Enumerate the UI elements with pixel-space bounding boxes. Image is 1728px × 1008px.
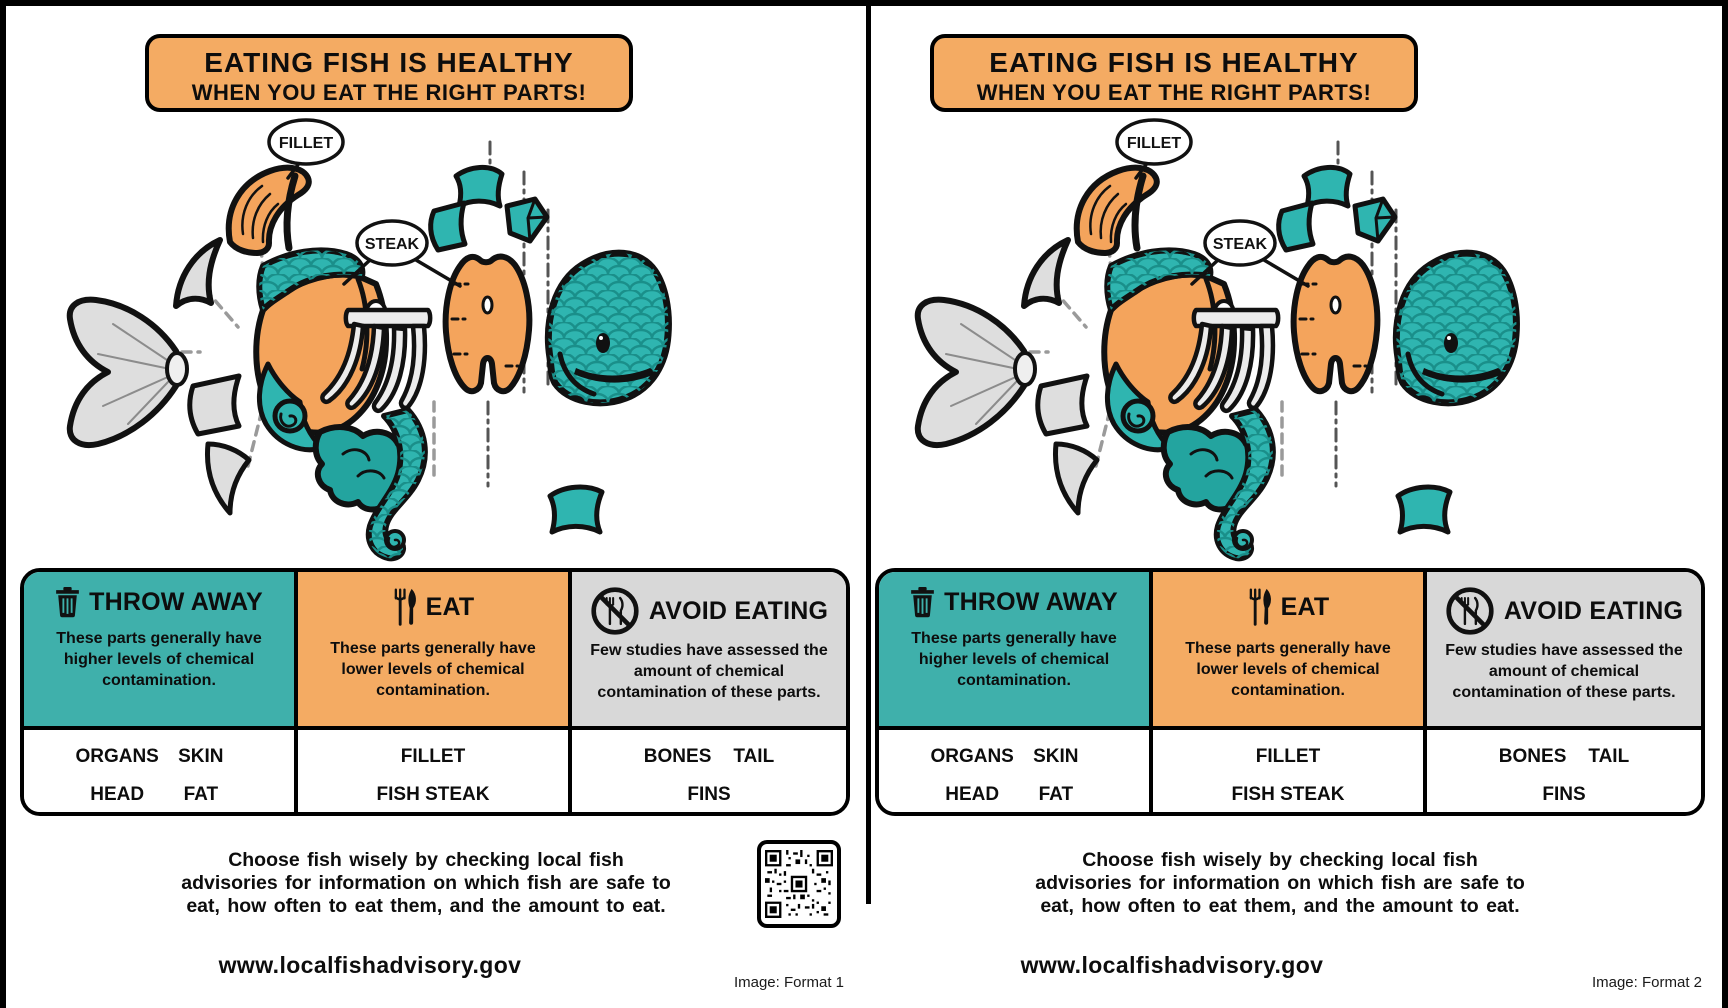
throw-away-parts-cell: ORGANS SKIN HEAD FAT: [24, 726, 298, 812]
advisory-url: www.localfishadvisory.gov: [1020, 952, 1324, 978]
poster-panel-format-2: EATING FISH IS HEALTHY WHEN YOU EAT THE …: [872, 6, 1722, 1008]
fish-exploded-diagram: [906, 114, 1566, 564]
part-label: FISH STEAK: [1231, 784, 1345, 805]
advisory-line: advisories for information on which fish…: [1035, 872, 1525, 894]
fish-parts-table: THROW AWAY These parts generally have hi…: [20, 568, 850, 816]
column-description: These parts generally have higher levels…: [911, 630, 1117, 689]
poster-title: EATING FISH IS HEALTHY: [989, 47, 1359, 78]
image-format-caption: Image: Format 1: [733, 974, 844, 991]
fork-knife-icon: [392, 586, 417, 628]
poster-title-banner: EATING FISH IS HEALTHY WHEN YOU EAT THE …: [145, 34, 633, 112]
eat-parts-cell: FILLET FISH STEAK: [298, 726, 572, 812]
avoid-parts-cell: BONES TAIL FINS: [572, 726, 846, 812]
avoid-eating-header-cell: AVOID EATING Few studies have assessed t…: [572, 572, 846, 726]
poster-title-banner: EATING FISH IS HEALTHY WHEN YOU EAT THE …: [930, 34, 1418, 112]
advisory-line: Choose fish wisely by checking local fis…: [228, 849, 624, 871]
avoid-parts-cell: BONES TAIL FINS: [1427, 726, 1701, 812]
column-title: EAT: [1280, 592, 1330, 621]
advisory-line: eat, how often to eat them, and the amou…: [186, 895, 666, 917]
poster-title: EATING FISH IS HEALTHY: [204, 47, 574, 78]
part-label: SKIN: [178, 746, 224, 767]
column-description: Few studies have assessed the amount of …: [1445, 642, 1683, 701]
poster-subtitle: WHEN YOU EAT THE RIGHT PARTS!: [191, 80, 587, 105]
column-title: EAT: [425, 592, 475, 621]
poster-panel-format-1: EATING FISH IS HEALTHY WHEN YOU EAT THE …: [6, 6, 866, 1008]
eat-parts-cell: FILLET FISH STEAK: [1153, 726, 1427, 812]
column-description: These parts generally have lower levels …: [1185, 640, 1391, 699]
part-label: BONES: [643, 746, 712, 767]
no-eating-icon: [590, 586, 640, 636]
advisory-text: Choose fish wisely by checking local fis…: [76, 849, 776, 918]
part-label: HEAD: [90, 784, 145, 805]
throw-away-parts-cell: ORGANS SKIN HEAD FAT: [879, 726, 1153, 812]
part-label: ORGANS: [930, 746, 1014, 767]
panel-divider: [866, 6, 871, 904]
trash-icon: [55, 586, 80, 618]
throw-away-header-cell: THROW AWAY These parts generally have hi…: [24, 572, 298, 726]
part-label: FAT: [1038, 784, 1074, 805]
advisory-line: eat, how often to eat them, and the amou…: [1040, 895, 1520, 917]
fish-exploded-diagram: [58, 114, 718, 564]
part-label: FAT: [183, 784, 219, 805]
fork-knife-icon: [1247, 586, 1272, 628]
column-title: THROW AWAY: [944, 587, 1118, 616]
avoid-eating-header-cell: AVOID EATING Few studies have assessed t…: [1427, 572, 1701, 726]
advisory-line: advisories for information on which fish…: [181, 872, 671, 894]
part-label: BONES: [1498, 746, 1567, 767]
part-label: FINS: [1542, 784, 1586, 805]
trash-icon: [910, 586, 935, 618]
part-label: FILLET: [1255, 746, 1321, 767]
column-title: THROW AWAY: [89, 587, 263, 616]
advisory-url: www.localfishadvisory.gov: [218, 952, 522, 978]
fish-parts-table: THROW AWAY These parts generally have hi…: [875, 568, 1705, 816]
part-label: TAIL: [733, 746, 775, 767]
image-format-caption: Image: Format 2: [1591, 974, 1702, 991]
eat-header-cell: EAT These parts generally have lower lev…: [1153, 572, 1427, 726]
part-label: TAIL: [1588, 746, 1630, 767]
column-description: These parts generally have higher levels…: [56, 630, 262, 689]
part-label: SKIN: [1033, 746, 1079, 767]
qr-code: [757, 840, 841, 928]
advisory-line: Choose fish wisely by checking local fis…: [1082, 849, 1478, 871]
throw-away-header-cell: THROW AWAY These parts generally have hi…: [879, 572, 1153, 726]
part-label: HEAD: [945, 784, 1000, 805]
column-title: AVOID EATING: [1503, 596, 1684, 625]
part-label: FISH STEAK: [376, 784, 490, 805]
advisory-text: Choose fish wisely by checking local fis…: [930, 849, 1630, 918]
part-label: ORGANS: [75, 746, 159, 767]
poster-subtitle: WHEN YOU EAT THE RIGHT PARTS!: [976, 80, 1372, 105]
column-description: Few studies have assessed the amount of …: [590, 642, 828, 701]
column-title: AVOID EATING: [648, 596, 829, 625]
part-label: FILLET: [400, 746, 466, 767]
part-label: FINS: [687, 784, 731, 805]
eat-header-cell: EAT These parts generally have lower lev…: [298, 572, 572, 726]
no-eating-icon: [1445, 586, 1495, 636]
column-description: These parts generally have lower levels …: [330, 640, 536, 699]
